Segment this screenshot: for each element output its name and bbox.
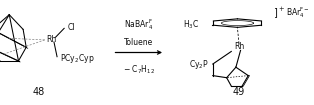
Text: NaBAr$^{\rm F}_{4}$: NaBAr$^{\rm F}_{4}$ <box>124 17 153 32</box>
Text: Cl: Cl <box>67 23 75 32</box>
Text: Rh: Rh <box>46 35 57 44</box>
Text: 48: 48 <box>32 87 45 97</box>
Text: $-$ C$_{7}$H$_{12}$: $-$ C$_{7}$H$_{12}$ <box>123 63 155 75</box>
Text: Rh: Rh <box>234 42 244 51</box>
Text: H$_3$C: H$_3$C <box>183 19 199 32</box>
Text: ]$^+$: ]$^+$ <box>273 5 285 20</box>
Text: BAr$^{\rm F}_{4}$$^{-}$: BAr$^{\rm F}_{4}$$^{-}$ <box>286 5 309 20</box>
Text: Cy$_2$P: Cy$_2$P <box>189 58 209 71</box>
Text: 49: 49 <box>233 87 245 97</box>
Text: PCy$_2$Cyp: PCy$_2$Cyp <box>60 52 95 65</box>
Text: Toluene: Toluene <box>124 38 154 47</box>
